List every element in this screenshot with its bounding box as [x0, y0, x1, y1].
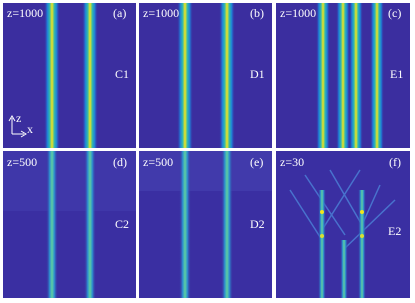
panel: z=1000 (a) C1 z x: [3, 3, 136, 148]
panel-tag: (f): [389, 155, 401, 169]
panel: z=1000 (b) D1: [139, 3, 272, 148]
panel-name: C2: [115, 217, 129, 231]
panel-name: E1: [390, 67, 403, 81]
z-label: z=1000: [280, 6, 316, 20]
z-label: z=1000: [7, 6, 43, 20]
panel-name: C1: [115, 67, 129, 81]
z-label: z=30: [280, 155, 304, 169]
z-label: z=500: [7, 155, 37, 169]
axis-label: x: [27, 122, 33, 136]
panel-tag: (b): [250, 6, 264, 20]
panel-tag: (a): [113, 6, 126, 20]
panel: z=500 (e) D2: [139, 151, 272, 298]
panel: z=500 (d) C2: [3, 151, 136, 298]
panel-tag: (e): [250, 155, 263, 169]
z-label: z=1000: [143, 6, 179, 20]
panel-tag: (d): [113, 155, 127, 169]
panel-name: D1: [250, 67, 265, 81]
panel-name: D2: [250, 217, 265, 231]
axis-label: z: [16, 111, 21, 125]
panel-name: E2: [388, 224, 401, 238]
panel-tag: (c): [388, 6, 401, 20]
z-label: z=500: [143, 155, 173, 169]
panel: z=30 (f) E2: [276, 151, 410, 298]
panel: z=1000 (c) E1: [276, 3, 410, 148]
